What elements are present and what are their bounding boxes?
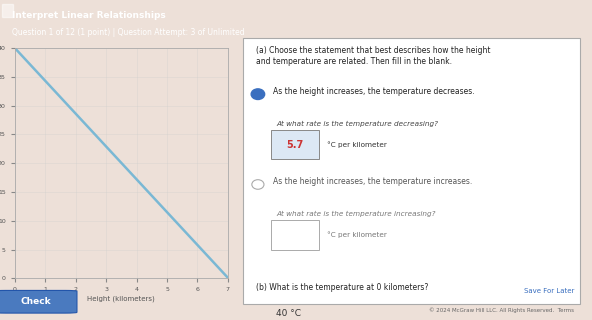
Text: °C per kilometer: °C per kilometer — [327, 141, 387, 148]
Text: At what rate is the temperature increasing?: At what rate is the temperature increasi… — [276, 211, 436, 217]
Circle shape — [251, 89, 265, 100]
Text: Question 1 of 12 (1 point) | Question Attempt: 3 of Unlimited: Question 1 of 12 (1 point) | Question At… — [12, 28, 244, 37]
Text: At what rate is the temperature decreasing?: At what rate is the temperature decreasi… — [276, 121, 439, 127]
FancyBboxPatch shape — [2, 4, 13, 17]
FancyBboxPatch shape — [271, 130, 318, 159]
FancyBboxPatch shape — [243, 38, 580, 304]
Text: 5.7: 5.7 — [287, 140, 304, 150]
Circle shape — [252, 180, 264, 189]
X-axis label: Height (kilometers): Height (kilometers) — [88, 295, 155, 302]
Text: As the height increases, the temperature decreases.: As the height increases, the temperature… — [273, 87, 475, 96]
Text: (a) Choose the statement that best describes how the height
and temperature are : (a) Choose the statement that best descr… — [256, 46, 491, 66]
FancyBboxPatch shape — [271, 220, 318, 250]
Text: Interpret Linear Relationships: Interpret Linear Relationships — [12, 11, 166, 20]
FancyBboxPatch shape — [0, 291, 77, 313]
Text: 40 °C: 40 °C — [276, 309, 301, 318]
Text: Check: Check — [20, 297, 51, 306]
Text: © 2024 McGraw Hill LLC. All Rights Reserved.  Terms: © 2024 McGraw Hill LLC. All Rights Reser… — [429, 308, 574, 313]
Text: Save For Later: Save For Later — [524, 288, 574, 294]
Text: (b) What is the temperature at 0 kilometers?: (b) What is the temperature at 0 kilomet… — [256, 283, 429, 292]
Text: °C per kilometer: °C per kilometer — [327, 232, 387, 238]
Text: As the height increases, the temperature increases.: As the height increases, the temperature… — [273, 177, 472, 186]
